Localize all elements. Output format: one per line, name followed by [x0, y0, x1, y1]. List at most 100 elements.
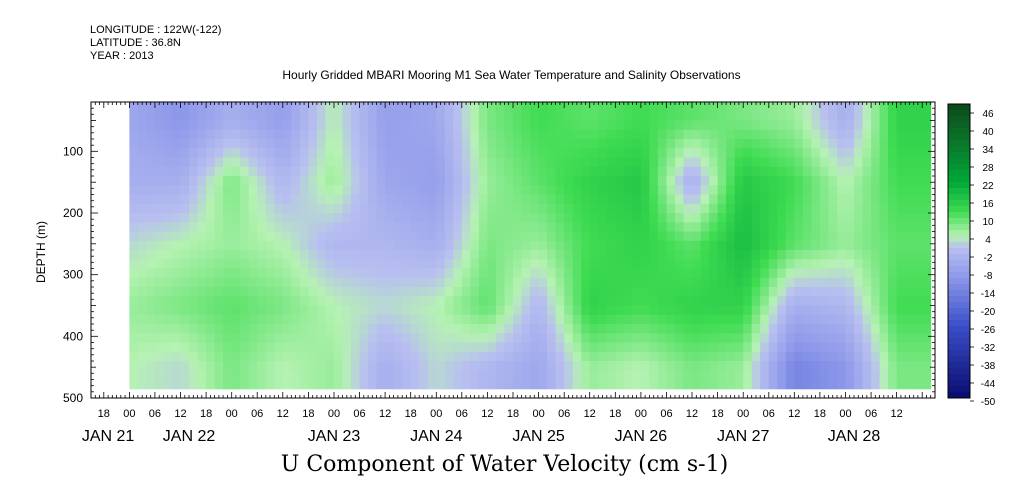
heatmap-cell	[734, 148, 744, 159]
heatmap-cell	[589, 296, 599, 307]
heatmap-cell	[640, 120, 650, 131]
heatmap-cell	[530, 342, 540, 353]
heatmap-cell	[342, 148, 352, 159]
heatmap-cell	[359, 194, 369, 205]
heatmap-cell	[589, 139, 599, 149]
heatmap-cell	[811, 102, 821, 112]
heatmap-cell	[896, 231, 906, 242]
heatmap-cell	[538, 277, 548, 288]
heatmap-cell	[427, 305, 437, 316]
heatmap-cell	[871, 185, 881, 196]
heatmap-cell	[197, 194, 207, 205]
heatmap-cell	[794, 166, 804, 177]
heatmap-cell	[572, 333, 582, 344]
heatmap-cell	[913, 240, 923, 251]
heatmap-cell	[461, 213, 471, 223]
heatmap-cell	[854, 148, 863, 159]
heatmap-cell	[282, 120, 292, 131]
heatmap-cell	[726, 342, 736, 353]
heatmap-cell	[487, 203, 497, 214]
heatmap-cell	[385, 185, 395, 196]
heatmap-cell	[871, 148, 881, 159]
heatmap-cell	[334, 379, 343, 390]
heatmap-cell	[547, 370, 557, 381]
colorbar-tick-label: -38	[981, 361, 996, 372]
heatmap-cell	[657, 314, 667, 325]
heatmap-cell	[299, 111, 309, 122]
heatmap-cell	[709, 333, 719, 344]
heatmap-cell	[905, 157, 915, 168]
heatmap-cell	[922, 166, 932, 177]
heatmap-cell	[240, 351, 250, 362]
heatmap-cell	[504, 342, 514, 353]
heatmap-cell	[385, 324, 395, 334]
heatmap-cell	[163, 129, 173, 140]
heatmap-cell	[197, 287, 207, 297]
heatmap-cell	[751, 203, 761, 214]
heatmap-cell	[478, 305, 488, 316]
heatmap-cell	[478, 259, 488, 270]
heatmap-cell	[436, 259, 446, 270]
heatmap-cell	[734, 342, 744, 353]
heatmap-cell	[291, 185, 301, 196]
heatmap-cell	[768, 333, 778, 344]
heatmap-cell	[751, 259, 761, 270]
heatmap-cell	[316, 231, 326, 242]
heatmap-cell	[581, 111, 591, 122]
heatmap-cell	[785, 351, 795, 362]
heatmap-cell	[811, 370, 821, 381]
heatmap-cell	[538, 185, 548, 196]
heatmap-cell	[819, 296, 829, 307]
heatmap-cell	[351, 342, 360, 353]
heatmap-cell	[572, 231, 582, 242]
heatmap-cell	[734, 287, 744, 297]
heatmap-cell	[922, 296, 932, 307]
heatmap-cell	[308, 139, 318, 149]
heatmap-cell	[802, 139, 812, 149]
heatmap-cell	[555, 148, 565, 159]
heatmap-cell	[189, 139, 198, 149]
heatmap-cell	[521, 139, 531, 149]
heatmap-cell	[760, 139, 770, 149]
heatmap-cell	[385, 305, 395, 316]
heatmap-cell	[896, 139, 906, 149]
heatmap-cell	[513, 139, 522, 149]
heatmap-cell	[334, 176, 343, 186]
heatmap-cell	[547, 361, 557, 371]
heatmap-cell	[683, 102, 693, 112]
heatmap-cell	[862, 259, 872, 270]
heatmap-cell	[709, 129, 719, 140]
heatmap-cell	[734, 324, 744, 334]
heatmap-cell	[436, 120, 446, 131]
heatmap-cell	[896, 277, 906, 288]
heatmap-cell	[265, 185, 275, 196]
heatmap-cell	[504, 157, 514, 168]
heatmap-cell	[282, 361, 292, 371]
heatmap-cell	[905, 342, 915, 353]
heatmap-cell	[206, 342, 216, 353]
heatmap-cell	[896, 240, 906, 251]
heatmap-cell	[726, 148, 736, 159]
heatmap-cell	[879, 157, 889, 168]
heatmap-cell	[811, 213, 821, 223]
heatmap-cell	[214, 268, 224, 279]
heatmap-cell	[325, 361, 335, 371]
heatmap-cell	[308, 277, 318, 288]
heatmap-cell	[163, 296, 173, 307]
heatmap-cell	[146, 222, 156, 233]
heatmap-cell	[913, 342, 923, 353]
heatmap-cell	[606, 176, 616, 186]
heatmap-cell	[274, 102, 284, 112]
heatmap-cell	[240, 176, 250, 186]
heatmap-cell	[427, 259, 437, 270]
heatmap-cell	[572, 240, 582, 251]
heatmap-cell	[461, 296, 471, 307]
heatmap-cell	[504, 166, 514, 177]
heatmap-cell	[751, 268, 761, 279]
heatmap-cell	[521, 361, 531, 371]
x-hour-tick-label: 12	[277, 408, 289, 420]
heatmap-cell	[282, 213, 292, 223]
heatmap-cell	[495, 148, 505, 159]
heatmap-cell	[615, 240, 625, 251]
heatmap-cell	[828, 185, 838, 196]
